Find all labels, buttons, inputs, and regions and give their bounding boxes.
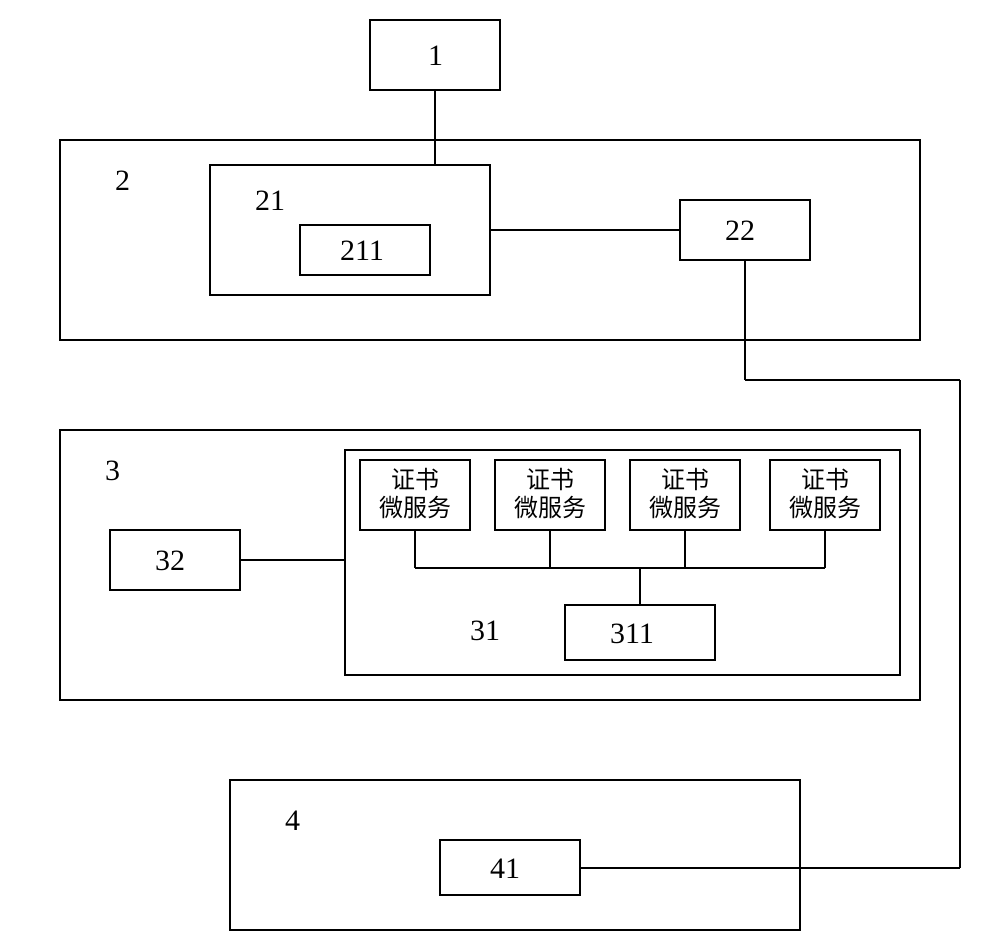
microservice-1-line1: 证书: [391, 467, 439, 494]
microservice-3-line2: 微服务: [649, 495, 721, 522]
label-2: 2: [115, 164, 130, 197]
label-41: 41: [490, 852, 520, 885]
label-3: 3: [105, 454, 120, 487]
label-311: 311: [610, 617, 654, 650]
microservice-2-line2: 微服务: [514, 495, 586, 522]
microservice-4-line1: 证书: [801, 467, 849, 494]
label-1: 1: [428, 39, 443, 72]
label-21: 21: [255, 184, 285, 217]
label-211: 211: [340, 234, 384, 267]
label-4: 4: [285, 804, 300, 837]
label-32: 32: [155, 544, 185, 577]
microservice-1-line2: 微服务: [379, 495, 451, 522]
label-22: 22: [725, 214, 755, 247]
microservice-3-line1: 证书: [661, 467, 709, 494]
architecture-diagram: 12212112233231证书微服务证书微服务证书微服务证书微服务311441: [0, 0, 1000, 946]
microservice-4-line2: 微服务: [789, 495, 861, 522]
microservice-2-line1: 证书: [526, 467, 574, 494]
label-31: 31: [470, 614, 500, 647]
